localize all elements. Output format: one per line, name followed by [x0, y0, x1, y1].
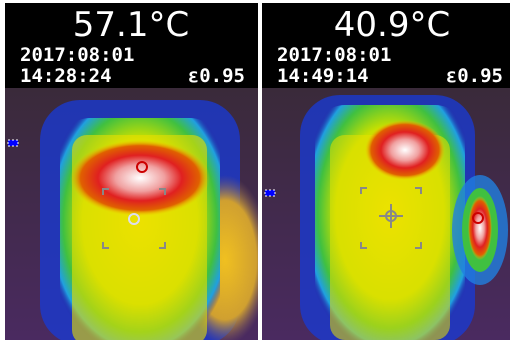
- temperature: 40.9°C: [334, 5, 450, 45]
- date: 2017:08:01: [277, 44, 391, 66]
- thermal-image-right: [262, 88, 510, 345]
- page: 57.1°C 2017:08:01 14:28:24 ε0.95 40.9°C …: [0, 0, 515, 345]
- temperature: 57.1°C: [73, 5, 189, 45]
- emissivity: ε0.95: [188, 65, 245, 87]
- time: 14:49:14: [277, 65, 369, 87]
- screenshot: 57.1°C 2017:08:01 14:28:24 ε0.95 40.9°C …: [0, 0, 515, 345]
- emissivity: ε0.95: [446, 65, 503, 87]
- date: 2017:08:01: [20, 44, 134, 66]
- time: 14:28:24: [20, 65, 112, 87]
- thermal-image-left: [5, 88, 270, 345]
